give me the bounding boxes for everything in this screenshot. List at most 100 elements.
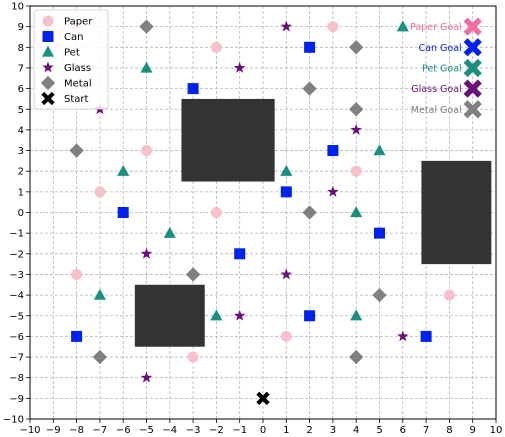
y-tick-label: 3: [18, 146, 24, 157]
y-tick-label: 1: [18, 187, 24, 198]
x-tick-label: −2: [209, 425, 224, 436]
x-tick-label: 7: [423, 425, 429, 436]
data-point-metal: [349, 349, 364, 365]
x-tick-label: −10: [19, 425, 40, 436]
x-tick-label: 0: [260, 425, 266, 436]
x-tick-label: 5: [376, 425, 382, 436]
y-tick-label: −10: [3, 415, 24, 426]
legend-label: Glass: [64, 63, 91, 74]
data-point-pet: [117, 164, 130, 176]
data-point-can: [374, 227, 385, 239]
data-point-glass: [140, 247, 153, 259]
x-tick-label: −3: [186, 425, 201, 436]
data-point-paper: [210, 207, 222, 218]
data-point-can: [304, 41, 316, 53]
data-point-can: [304, 310, 316, 322]
goal-label: Pet Goal: [422, 63, 462, 74]
legend-label: Start: [64, 94, 89, 105]
x-tick-label: −9: [46, 425, 61, 436]
data-point-pet: [93, 288, 106, 300]
goal-label: Glass Goal: [411, 84, 461, 95]
legend-label: Pet: [64, 48, 80, 59]
x-tick-label: 1: [283, 425, 289, 436]
x-tick-label: 8: [446, 425, 452, 436]
y-tick-label: −1: [9, 229, 24, 240]
y-tick-label: 10: [11, 2, 24, 13]
x-tick-label: −4: [162, 425, 177, 436]
x-tick-label: −6: [116, 425, 131, 436]
data-point-metal: [302, 205, 317, 220]
legend-marker-start: [41, 91, 55, 106]
legend-marker-glass: [42, 61, 54, 73]
y-tick-label: 8: [18, 43, 24, 54]
legend-label: Paper: [64, 17, 93, 28]
y-tick-label: −5: [9, 311, 24, 322]
data-markers: [69, 19, 455, 406]
legend-marker-paper: [42, 15, 54, 27]
data-point-can: [420, 330, 432, 342]
data-point-pet: [350, 309, 363, 321]
data-point-pet: [140, 61, 153, 73]
data-point-pet: [163, 226, 176, 238]
y-tick-label: 7: [18, 63, 24, 74]
data-point-metal: [302, 81, 317, 96]
goal-label: Can Goal: [419, 43, 462, 54]
obstacle: [421, 160, 492, 265]
legend-marker-metal: [40, 75, 56, 91]
data-point-can: [71, 330, 83, 342]
goal-markers: Paper Goal Can Goal Pet Goal Glass Goal Meta…: [410, 17, 482, 119]
data-point-paper: [187, 351, 199, 363]
data-point-metal: [349, 102, 364, 117]
x-tick-label: 2: [306, 425, 312, 436]
data-point-paper: [350, 165, 362, 177]
y-tick-label: −3: [9, 270, 24, 281]
x-tick-label: 4: [353, 425, 359, 436]
legend-marker-pet: [41, 45, 55, 57]
data-point-glass: [280, 268, 293, 280]
data-point-can: [234, 248, 246, 260]
legend: Paper Can Pet Glass Metal Start: [33, 9, 109, 110]
data-point-can: [280, 186, 292, 198]
goal-marker: [463, 17, 482, 36]
x-tick-label: −8: [69, 425, 84, 436]
x-tick-label: 6: [400, 425, 406, 436]
data-point-start: [256, 391, 270, 406]
y-tick-label: 6: [18, 84, 24, 95]
legend-label: Metal: [64, 79, 92, 90]
y-tick-label: 9: [18, 22, 24, 33]
data-point-glass: [350, 123, 362, 135]
data-point-glass: [233, 61, 246, 73]
data-point-pet: [350, 206, 363, 218]
data-point-glass: [280, 20, 293, 32]
y-tick-label: −9: [9, 394, 24, 405]
x-tick-label: 9: [470, 425, 476, 436]
goal-marker: [463, 100, 482, 119]
obstacle: [134, 284, 205, 347]
data-point-pet: [373, 144, 386, 156]
y-tick-label: −7: [9, 353, 24, 364]
y-tick-label: 2: [18, 167, 24, 178]
data-point-paper: [210, 41, 222, 53]
y-tick-label: −8: [9, 373, 24, 384]
y-tick-label: −2: [9, 249, 24, 260]
data-point-metal: [185, 267, 201, 282]
data-point-glass: [327, 185, 339, 197]
data-point-paper: [443, 289, 455, 301]
axis-ticks: −10 −9 −8 −7 −6 −5 −4 −3 −2 −1 0 1 2 3 4 5 6 7 8 9 10−10−9−8…: [3, 2, 502, 437]
y-tick-label: −6: [9, 332, 24, 343]
y-tick-label: 4: [18, 125, 24, 136]
legend-marker-can: [42, 31, 54, 42]
data-point-glass: [233, 309, 246, 321]
obstacles: [134, 98, 492, 347]
data-point-paper: [280, 330, 292, 342]
data-point-paper: [327, 21, 339, 33]
data-point-paper: [71, 268, 83, 280]
x-tick-label: 10: [490, 425, 503, 436]
y-tick-label: 0: [18, 208, 24, 219]
data-point-can: [327, 145, 339, 157]
obstacle: [181, 98, 275, 182]
goal-label: Paper Goal: [410, 22, 462, 33]
data-point-pet: [396, 20, 409, 32]
data-point-metal: [92, 349, 108, 365]
